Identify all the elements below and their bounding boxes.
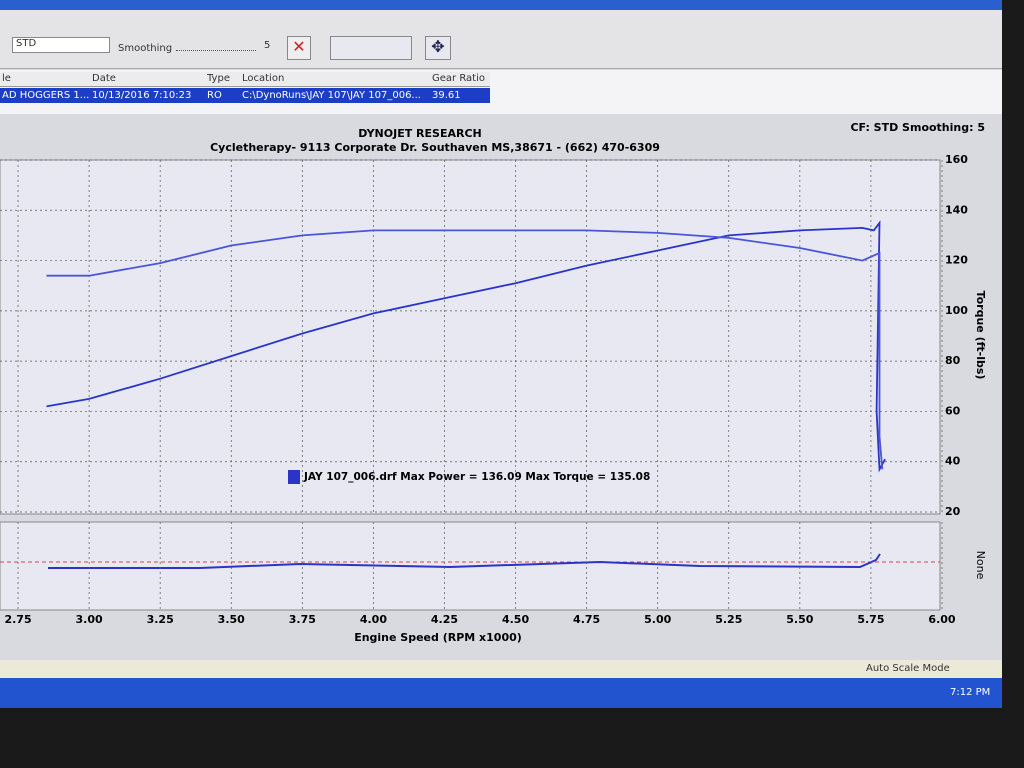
y-tick-label: 80 — [945, 354, 961, 367]
x-tick-label: 3.50 — [218, 613, 245, 626]
chart-subtitle: Cycletherapy- 9113 Corporate Dr. Southav… — [210, 141, 660, 154]
y-axis-label: Torque (ft-lbs) — [974, 291, 987, 380]
legend-swatch — [288, 470, 300, 484]
title-strip — [0, 0, 1002, 10]
zoom-buttons[interactable] — [330, 36, 412, 60]
lower-panel-label: None — [974, 551, 987, 580]
smoothing-label: Smoothing — [118, 43, 173, 54]
corner-note: CF: STD Smoothing: 5 — [850, 121, 985, 134]
toolbar: STD Smoothing 5 ✕ ✥ — [0, 10, 1002, 69]
clear-button[interactable]: ✕ — [287, 36, 311, 60]
x-tick-label: 3.25 — [147, 613, 174, 626]
move-button[interactable]: ✥ — [425, 36, 451, 60]
x-tick-label: 4.50 — [502, 613, 529, 626]
cf-select[interactable]: STD — [12, 37, 110, 53]
column-header: Date — [92, 73, 116, 84]
selected-row[interactable] — [0, 88, 490, 103]
status-bar: Auto Scale Mode — [0, 660, 1002, 678]
cell: 39.61 — [432, 90, 461, 101]
column-header: le — [2, 73, 11, 84]
y-tick-label: 120 — [945, 254, 968, 267]
x-tick-label: 2.75 — [4, 613, 31, 626]
chart: DYNOJET RESEARCH Cycletherapy- 9113 Corp… — [0, 121, 987, 644]
x-tick-label: 5.00 — [644, 613, 671, 626]
x-tick-label: 3.00 — [76, 613, 103, 626]
x-tick-label: 5.75 — [857, 613, 884, 626]
x-tick-label: 3.75 — [289, 613, 316, 626]
legend-text: JAY 107_006.drf Max Power = 136.09 Max T… — [303, 471, 650, 483]
x-axis-label: Engine Speed (RPM x1000) — [354, 631, 522, 644]
cell: C:\DynoRuns\JAY 107\JAY 107_006... — [242, 90, 421, 101]
y-tick-label: 100 — [945, 304, 968, 317]
x-tick-label: 5.25 — [715, 613, 742, 626]
y-tick-label: 160 — [945, 153, 968, 166]
screen: STD Smoothing 5 ✕ ✥ le Date Type Location Ge… — [0, 0, 1002, 708]
cf-value: STD — [16, 38, 37, 49]
x-tick-label: 4.75 — [573, 613, 600, 626]
cell: AD HOGGERS 1... — [2, 90, 90, 101]
smoothing-value: 5 — [264, 40, 271, 51]
x-tick-label: 5.50 — [786, 613, 813, 626]
cell: 10/13/2016 7:10:23 — [92, 90, 192, 101]
smoothing-slider[interactable] — [176, 40, 256, 51]
plot-panel — [0, 159, 941, 515]
taskbar: 7:12 PM — [0, 678, 1002, 708]
file-table: le Date Type Location Gear Ratio AD HOGGERS 1… — [0, 70, 1002, 114]
status-mode: Auto Scale Mode — [866, 663, 950, 674]
y-tick-label: 20 — [945, 505, 961, 518]
x-tick-label: 6.00 — [928, 613, 955, 626]
column-header: Gear Ratio — [432, 73, 485, 84]
column-header: Location — [242, 73, 285, 84]
clock: 7:12 PM — [950, 687, 991, 698]
chart-title: DYNOJET RESEARCH — [358, 127, 481, 140]
x-tick-label: 4.25 — [431, 613, 458, 626]
y-tick-label: 140 — [945, 203, 968, 216]
y-tick-label: 60 — [945, 404, 961, 417]
x-tick-label: 4.00 — [360, 613, 387, 626]
column-header: Type — [207, 73, 230, 84]
series-line — [46, 229, 884, 470]
y-tick-label: 40 — [945, 455, 961, 468]
cell: RO — [207, 90, 222, 101]
